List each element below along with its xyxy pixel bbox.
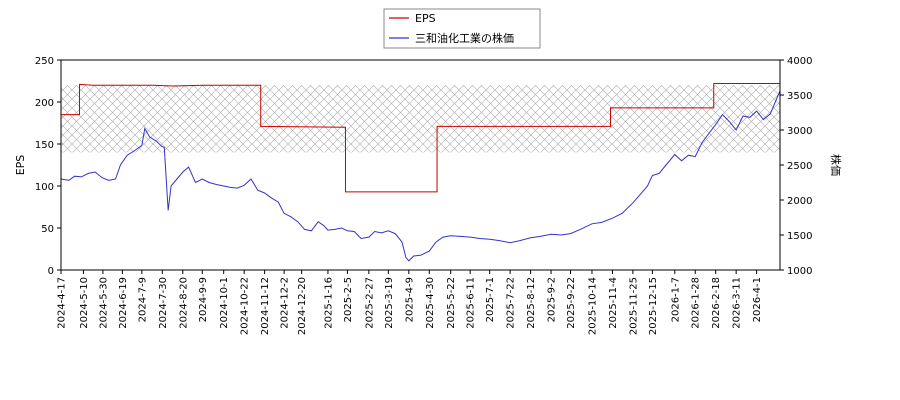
x-tick-label: 2026-1-7: [670, 277, 681, 322]
x-tick-label: 2025-6-11: [466, 277, 477, 329]
x-tick-label: 2026-2-18: [711, 277, 722, 329]
y-tick-label-left: 100: [35, 182, 54, 193]
x-tick-label: 2025-9-2: [547, 277, 558, 322]
y-tick-label-right: 3500: [787, 91, 812, 102]
y-tick-label-left: 200: [35, 98, 54, 109]
y-tick-label-right: 4000: [787, 56, 812, 67]
y-tick-label-left: 250: [35, 56, 54, 67]
series-line-eps: [61, 83, 780, 193]
legend: EPS 三和油化工業の株価: [383, 8, 541, 49]
x-axis: 2024-4-17 2024-5-10 2024-5-30 2024-6-19 2024…: [57, 270, 763, 335]
legend-box: [383, 8, 541, 49]
x-tick-label: 2025-3-19: [384, 277, 395, 329]
x-tick-label: 2024-5-10: [79, 277, 90, 329]
y-axis-title-right: 株価: [829, 154, 843, 176]
legend-label-price: 三和油化工業の株価: [415, 31, 514, 45]
y-tick-label-right: 1500: [787, 231, 812, 242]
x-tick-label: 2025-10-14: [587, 277, 598, 335]
y-tick-label-left: 150: [35, 140, 54, 151]
x-tick-label: 2025-5-22: [446, 277, 457, 329]
right-axis: 1000 1500 2000 2500 3000 3500 4000: [780, 56, 812, 277]
x-tick-label: 2025-9-22: [566, 277, 577, 329]
x-tick-label: 2025-4-30: [425, 277, 436, 329]
x-tick-label: 2025-8-12: [526, 277, 537, 329]
y-tick-label-left: 50: [41, 224, 54, 235]
x-tick-label: 2024-5-30: [98, 277, 109, 329]
x-tick-label: 2024-12-2: [280, 277, 291, 329]
x-tick-label: 2025-2-27: [364, 277, 375, 329]
x-tick-label: 2025-11-4: [608, 277, 619, 329]
y-tick-label-left: 0: [48, 266, 54, 277]
x-tick-label: 2026-3-11: [732, 277, 743, 329]
hatched-band: [61, 85, 780, 153]
y-tick-label-right: 1000: [787, 266, 812, 277]
x-tick-label: 2024-9-9: [198, 277, 209, 322]
x-tick-label: 2025-11-25: [628, 277, 639, 335]
x-tick-label: 2025-12-15: [648, 277, 659, 335]
x-tick-label: 2024-7-30: [158, 277, 169, 329]
y-axis-title-left: EPS: [14, 155, 27, 176]
x-tick-label: 2024-7-9: [137, 277, 148, 322]
y-tick-label-right: 2500: [787, 161, 812, 172]
y-tick-label-right: 3000: [787, 126, 812, 137]
x-tick-label: 2024-6-19: [118, 277, 129, 329]
x-tick-label: 2025-7-22: [506, 277, 517, 329]
x-tick-label: 2024-11-12: [260, 277, 271, 335]
series-line-stock-price: [61, 90, 780, 262]
x-tick-label: 2025-7-1: [485, 277, 496, 322]
x-tick-label: 2026-4-1: [752, 277, 763, 322]
left-axis: 0 50 100 150 200 250: [35, 56, 61, 277]
x-tick-label: 2024-4-17: [57, 277, 68, 329]
x-tick-label: 2025-4-9: [404, 277, 415, 322]
x-tick-label: 2024-8-20: [178, 277, 189, 329]
x-tick-label: 2025-1-16: [323, 277, 334, 329]
series-layer: [61, 83, 780, 262]
x-tick-label: 2024-10-1: [219, 277, 230, 329]
x-tick-label: 2024-12-20: [297, 277, 308, 335]
x-tick-label: 2024-10-22: [240, 277, 251, 335]
x-tick-label: 2025-2-5: [343, 277, 354, 322]
y-tick-label-right: 2000: [787, 196, 812, 207]
x-tick-label: 2026-1-28: [691, 277, 702, 329]
legend-label-eps: EPS: [415, 12, 436, 25]
